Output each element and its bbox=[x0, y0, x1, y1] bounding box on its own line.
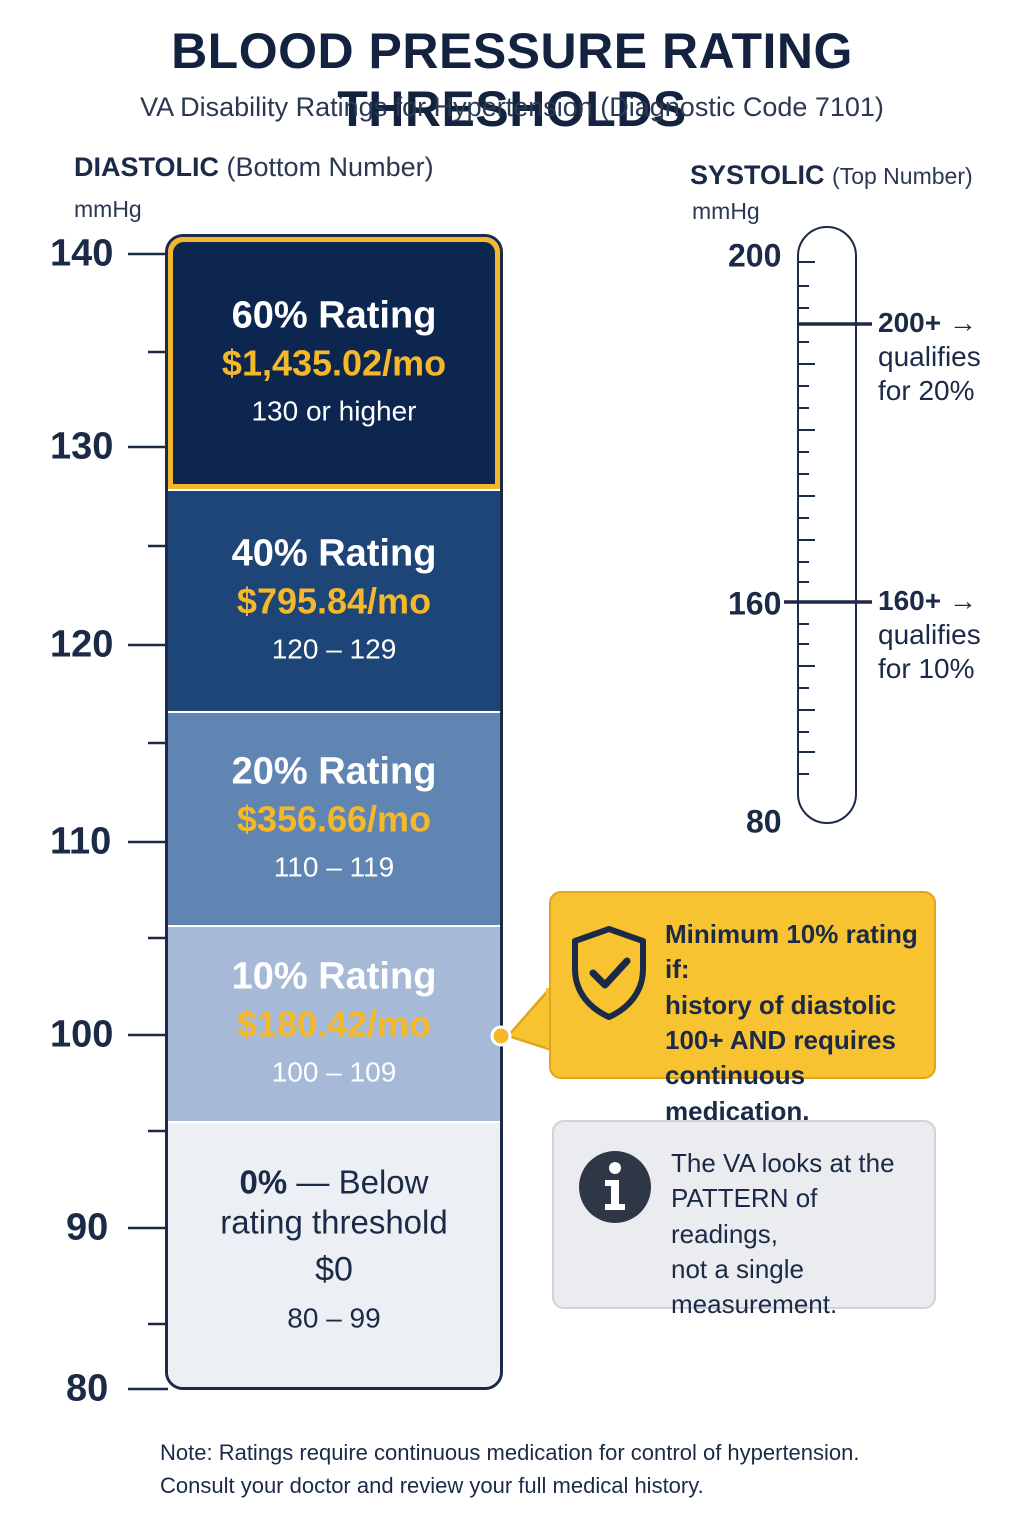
pattern-info-callout: The VA looks at the PATTERN of readings,… bbox=[552, 1120, 936, 1319]
systolic-note-160: 160+ → qualifies for 10% bbox=[878, 584, 981, 686]
diastolic-title-rest: (Bottom Number) bbox=[226, 152, 434, 182]
systolic-note-200-line3: for 20% bbox=[878, 375, 975, 407]
band-60-range: 130 or higher bbox=[251, 394, 417, 426]
diastolic-axis: 140 130 120 110 100 90 80 bbox=[0, 0, 180, 1410]
band-20-amount: $356.66/mo bbox=[236, 797, 432, 839]
band-0-percent: 0% — Below rating threshold $0 80 – 99 bbox=[168, 1121, 500, 1387]
band-0-label-line2: rating threshold bbox=[220, 1203, 448, 1241]
band-0-range: 80 – 99 bbox=[287, 1302, 381, 1334]
band-0-amount: $0 bbox=[315, 1250, 353, 1289]
band-60-amount: $1,435.02/mo bbox=[221, 341, 447, 383]
diastolic-tick-90: 90 bbox=[66, 1206, 109, 1249]
systolic-axis-title: SYSTOLIC (Top Number) bbox=[690, 160, 973, 191]
systolic-tick-160: 160 bbox=[728, 585, 782, 622]
band-40-percent: 40% Rating $795.84/mo 120 – 129 bbox=[168, 489, 500, 711]
footnote: Note: Ratings require continuous medicat… bbox=[160, 1436, 860, 1502]
diastolic-tick-130: 130 bbox=[50, 425, 114, 468]
minimum-rating-callout: Minimum 10% rating if: history of diasto… bbox=[549, 891, 936, 1126]
systolic-tick-80: 80 bbox=[746, 803, 782, 840]
diastolic-title-bold: DIASTOLIC bbox=[74, 152, 220, 182]
band-60-label: 60% Rating bbox=[231, 294, 437, 337]
info-line1: The VA looks at the bbox=[671, 1148, 895, 1178]
systolic-note-200-value: 200+ → bbox=[878, 307, 977, 338]
page-subtitle: VA Disability Ratings for Hypertension (… bbox=[140, 92, 884, 122]
band-10-percent: 10% Rating $180.42/mo 100 – 109 bbox=[168, 925, 500, 1121]
systolic-tick-200: 200 bbox=[728, 237, 782, 274]
diastolic-axis-title: DIASTOLIC (Bottom Number) bbox=[74, 152, 434, 183]
systolic-gauge-tube bbox=[797, 226, 857, 824]
systolic-note-160-value: 160+ → bbox=[878, 585, 977, 616]
minimum-line1: Minimum 10% rating if: bbox=[665, 919, 918, 985]
band-20-range: 110 – 119 bbox=[273, 850, 395, 882]
band-20-percent: 20% Rating $356.66/mo 110 – 119 bbox=[168, 711, 500, 925]
band-10-range: 100 – 109 bbox=[271, 1055, 397, 1087]
info-line3: not a single bbox=[671, 1254, 804, 1285]
footnote-line1: Note: Ratings require continuous medicat… bbox=[160, 1440, 860, 1465]
minimum-line4: continuous medication. bbox=[665, 1060, 810, 1126]
info-line4: measurement. bbox=[671, 1289, 838, 1320]
callout-pointer bbox=[490, 982, 556, 1052]
band-10-amount: $180.42/mo bbox=[236, 1002, 432, 1044]
diastolic-tick-100: 100 bbox=[50, 1013, 114, 1056]
band-40-range: 120 – 129 bbox=[271, 632, 397, 664]
diastolic-tick-140: 140 bbox=[50, 232, 114, 275]
band-20-label: 20% Rating bbox=[231, 750, 437, 793]
page-title: BLOOD PRESSURE RATING THRESHOLDS bbox=[171, 23, 853, 137]
diastolic-tick-120: 120 bbox=[50, 623, 114, 666]
pattern-info-text: The VA looks at the PATTERN of readings,… bbox=[671, 1146, 931, 1323]
diastolic-axis-ticks bbox=[128, 252, 168, 1391]
systolic-note-160-line3: for 10% bbox=[878, 653, 975, 685]
band-0-label-line1: 0% — Below bbox=[239, 1163, 429, 1201]
systolic-note-200-line2: qualifies bbox=[878, 341, 981, 373]
band-0-label-rest: — Below bbox=[296, 1163, 429, 1201]
minimum-line2: history of diastolic bbox=[665, 989, 897, 1020]
systolic-unit: mmHg bbox=[692, 198, 760, 224]
rating-bands-column: 60% Rating $1,435.02/mo 130 or higher 40… bbox=[165, 234, 503, 1390]
diastolic-tick-110: 110 bbox=[50, 820, 112, 863]
info-line2: PATTERN of readings, bbox=[671, 1183, 818, 1249]
band-60-percent: 60% Rating $1,435.02/mo 130 or higher bbox=[168, 237, 500, 489]
band-40-amount: $795.84/mo bbox=[236, 579, 432, 621]
diastolic-tick-80: 80 bbox=[66, 1367, 109, 1410]
diastolic-unit: mmHg bbox=[74, 196, 142, 222]
minimum-line3: 100+ AND requires bbox=[665, 1025, 896, 1056]
systolic-title-bold: SYSTOLIC bbox=[690, 160, 825, 190]
shield-check-icon bbox=[572, 926, 646, 1020]
systolic-note-200: 200+ → qualifies for 20% bbox=[878, 306, 981, 408]
systolic-note-160-line2: qualifies bbox=[878, 619, 981, 651]
systolic-title-rest: (Top Number) bbox=[832, 163, 973, 189]
info-icon bbox=[579, 1151, 651, 1223]
band-40-label: 40% Rating bbox=[231, 532, 437, 575]
band-10-label: 10% Rating bbox=[231, 955, 437, 998]
minimum-rating-text: Minimum 10% rating if: history of diasto… bbox=[665, 917, 935, 1129]
footnote-line2: Consult your doctor and review your full… bbox=[160, 1473, 704, 1498]
